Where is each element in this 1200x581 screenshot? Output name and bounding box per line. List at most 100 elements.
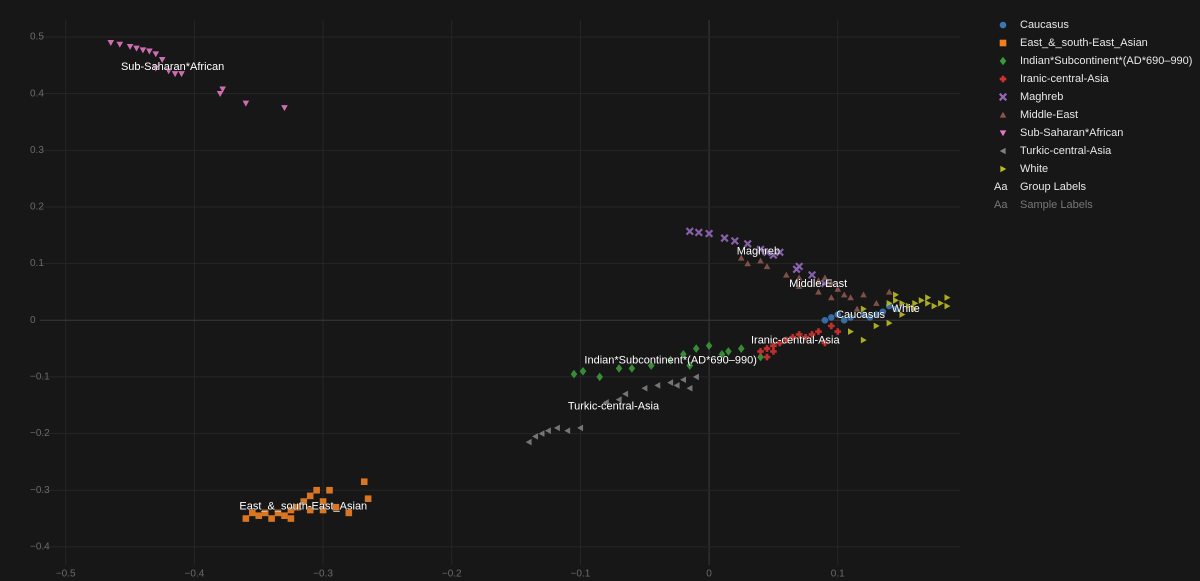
series — [525, 373, 699, 446]
point — [622, 390, 629, 398]
legend-item[interactable]: East_&_south-East_Asian — [999, 37, 1148, 49]
legend-label: Iranic-central-Asia — [1020, 73, 1110, 85]
point — [680, 349, 687, 359]
point — [255, 512, 263, 520]
point — [795, 274, 803, 281]
point — [847, 314, 854, 321]
legend-item[interactable]: Aa Sample Labels — [994, 199, 1093, 211]
point — [281, 105, 288, 112]
point — [828, 314, 835, 321]
point — [763, 353, 771, 361]
point — [925, 294, 932, 301]
group-label: White — [892, 303, 920, 315]
point — [820, 279, 829, 288]
point — [899, 299, 906, 307]
point — [242, 100, 250, 107]
legend-label: Middle-East — [1020, 109, 1078, 121]
y-tick-label: −0.4 — [30, 542, 50, 553]
point — [152, 65, 160, 72]
point — [602, 399, 609, 406]
y-tick-label: −0.3 — [30, 485, 50, 496]
point — [893, 297, 899, 304]
point — [242, 515, 250, 522]
legend-item[interactable]: Middle-East — [999, 109, 1078, 121]
point — [828, 322, 835, 330]
legend-symbol — [999, 39, 1007, 47]
point — [615, 396, 622, 403]
point — [821, 339, 829, 347]
point — [847, 294, 854, 301]
legend-item[interactable]: Turkic-central-Asia — [999, 145, 1112, 157]
point — [860, 305, 867, 313]
legend-symbol — [1000, 165, 1007, 173]
legend-item[interactable]: Iranic-central-Asia — [999, 73, 1110, 85]
legend-item[interactable]: Maghreb — [998, 91, 1064, 103]
point — [667, 355, 674, 365]
y-tick-label: −0.1 — [30, 372, 50, 383]
legend-item[interactable]: Caucasus — [999, 19, 1070, 31]
point — [686, 384, 693, 392]
point — [782, 336, 790, 344]
point — [860, 311, 867, 318]
y-tick-label: 0.4 — [30, 88, 44, 99]
legend-label: Turkic-central-Asia — [1020, 145, 1112, 157]
point — [757, 348, 764, 355]
point — [834, 285, 842, 292]
legend-symbol — [999, 21, 1007, 29]
y-tick-label: −0.2 — [30, 428, 50, 439]
legend-label: White — [1020, 163, 1048, 175]
series — [570, 341, 764, 382]
point — [847, 328, 854, 335]
point — [686, 361, 694, 370]
point — [795, 282, 803, 289]
x-tick-label: −0.3 — [313, 569, 333, 580]
point — [763, 345, 771, 352]
series — [757, 322, 842, 361]
point — [628, 364, 636, 373]
point — [885, 288, 893, 295]
legend-item[interactable]: Aa Group Labels — [994, 181, 1087, 193]
point — [596, 372, 604, 382]
legend-item[interactable]: White — [1000, 163, 1048, 175]
legend-symbol — [999, 130, 1007, 137]
point — [720, 234, 729, 243]
point — [860, 336, 867, 344]
point — [770, 342, 777, 350]
group-label: Turkic-central-Asia — [568, 400, 660, 412]
point — [249, 509, 256, 517]
point — [905, 302, 912, 310]
point — [139, 47, 147, 54]
point — [873, 322, 880, 330]
point — [300, 498, 308, 505]
point — [815, 288, 822, 295]
legend-item[interactable]: Sub-Saharan*African — [999, 127, 1124, 139]
point — [705, 229, 714, 238]
point — [873, 299, 880, 306]
legend-label: Sub-Saharan*African — [1020, 127, 1123, 139]
point — [757, 352, 764, 362]
point — [641, 384, 648, 392]
legend-label: Sample Labels — [1020, 199, 1093, 211]
y-tick-label: 0.5 — [30, 32, 44, 43]
point — [133, 45, 140, 52]
point — [564, 427, 571, 435]
legend-label: Maghreb — [1020, 91, 1063, 103]
point — [313, 486, 320, 494]
point — [306, 506, 314, 514]
point — [107, 40, 115, 46]
point — [737, 344, 745, 353]
point — [757, 257, 764, 264]
point — [725, 347, 732, 356]
point — [685, 227, 694, 236]
point — [892, 305, 899, 313]
series — [242, 478, 372, 522]
point — [332, 503, 340, 511]
point — [306, 492, 314, 500]
legend-symbol — [999, 75, 1007, 83]
legend-item[interactable]: Indian*Subcontinent*(AD*690–990) — [999, 55, 1193, 67]
x-tick-label: 0.1 — [831, 569, 845, 580]
point — [667, 379, 674, 386]
point — [853, 305, 861, 312]
point — [769, 251, 778, 260]
point — [821, 316, 829, 324]
